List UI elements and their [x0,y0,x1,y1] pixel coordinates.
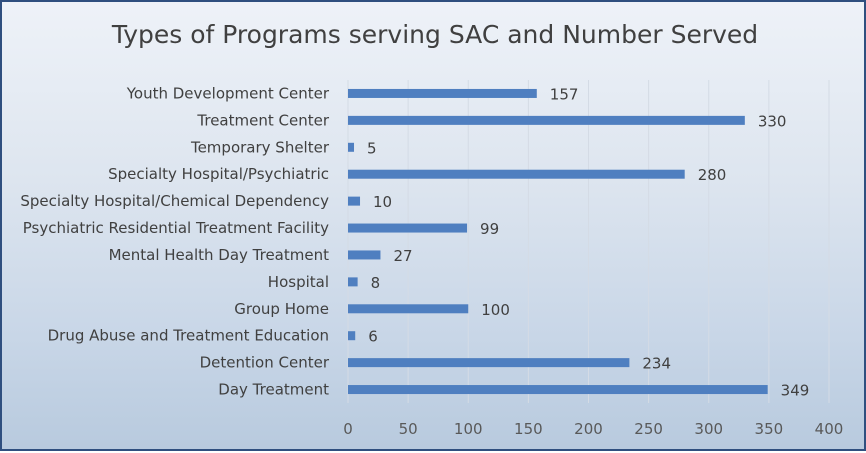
data-label: 99 [480,220,499,238]
x-tick-label: 0 [343,420,353,438]
data-label: 280 [698,166,727,184]
x-tick-label: 50 [399,420,418,438]
data-label: 330 [758,112,787,130]
bar [348,250,381,260]
bar [348,331,356,341]
data-label: 6 [368,328,378,346]
data-label: 8 [371,274,381,292]
bar [348,142,355,152]
category-label: Youth Development Center [126,84,330,102]
x-tick-label: 200 [574,420,603,438]
data-label: 349 [781,382,810,400]
category-label: Detention Center [200,354,330,372]
data-label: 100 [481,301,510,319]
category-label: Day Treatment [218,381,329,399]
category-label: Drug Abuse and Treatment Education [48,327,329,345]
bar [348,385,768,395]
category-label: Hospital [268,273,329,291]
bar [348,304,469,314]
bar [348,196,361,206]
category-label: Temporary Shelter [190,138,330,156]
x-tick-label: 300 [694,420,723,438]
category-label: Specialty Hospital/Chemical Dependency [20,192,329,210]
bar [348,358,630,368]
bar [348,88,537,98]
data-label: 234 [642,355,671,373]
bar [348,115,745,125]
x-tick-label: 150 [514,420,543,438]
category-label: Group Home [234,300,329,318]
data-label: 5 [367,139,377,157]
data-label: 27 [393,247,412,265]
x-tick-label: 250 [634,420,663,438]
bar [348,223,468,233]
x-tick-label: 400 [815,420,844,438]
bar [348,169,685,179]
chart-title: Types of Programs serving SAC and Number… [111,20,759,49]
category-label: Mental Health Day Treatment [109,246,330,264]
category-label: Psychiatric Residential Treatment Facili… [23,219,329,237]
bar [348,277,358,287]
data-label: 10 [373,193,392,211]
x-tick-label: 350 [755,420,784,438]
x-tick-label: 100 [454,420,483,438]
category-label: Treatment Center [196,111,329,129]
category-label: Specialty Hospital/Psychiatric [108,165,329,183]
data-label: 157 [550,85,579,103]
